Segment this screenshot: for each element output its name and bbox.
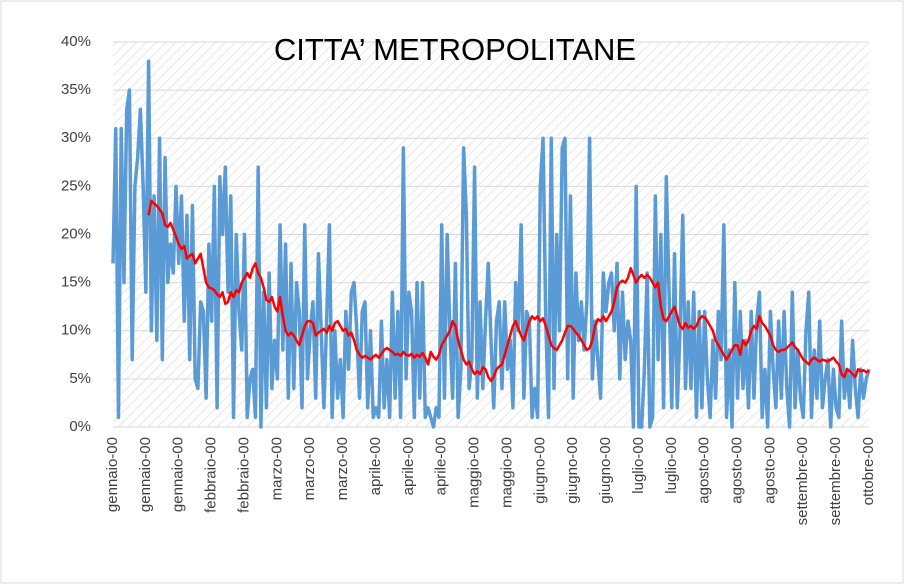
x-tick-label: aprile-00 xyxy=(400,437,417,495)
x-tick-label: giugno-00 xyxy=(564,437,581,504)
x-tick-label: agosto-00 xyxy=(728,437,745,504)
y-tick-label: 40% xyxy=(61,33,91,50)
x-tick-label: marzo-00 xyxy=(334,437,351,500)
x-tick-label: febbraio-00 xyxy=(203,437,220,513)
x-tick-label: gennaio-00 xyxy=(170,437,187,512)
x-tick-label: agosto-00 xyxy=(696,437,713,504)
x-tick-label: giugno-00 xyxy=(597,437,614,504)
x-tick-label: ottobre-00 xyxy=(860,437,877,505)
x-tick-label: settembre-00 xyxy=(794,437,811,525)
data-line xyxy=(147,199,870,383)
x-tick-label: aprile-00 xyxy=(367,437,384,495)
x-tick-label: gennaio-00 xyxy=(137,437,154,512)
x-tick-label: aprile-00 xyxy=(433,437,450,495)
y-tick-label: 25% xyxy=(61,177,91,194)
x-tick-label: luglio-00 xyxy=(663,437,680,494)
y-tick-label: 5% xyxy=(69,370,91,387)
y-tick-label: 30% xyxy=(61,129,91,146)
y-tick-label: 35% xyxy=(61,81,91,98)
y-tick-label: 20% xyxy=(61,225,91,242)
x-tick-label: settembre-00 xyxy=(827,437,844,525)
x-tick-label: giugno-00 xyxy=(531,437,548,504)
y-tick-label: 15% xyxy=(61,274,91,291)
x-tick-label: gennaio-00 xyxy=(104,437,121,512)
x-tick-label: agosto-00 xyxy=(761,437,778,504)
x-tick-label: maggio-00 xyxy=(466,437,483,508)
x-tick-label: marzo-00 xyxy=(268,437,285,500)
data-line xyxy=(111,59,871,429)
chart-title: CITTA’ METROPOLITANE xyxy=(274,32,636,67)
y-tick-label: 0% xyxy=(69,418,91,435)
y-tick-label: 10% xyxy=(61,322,91,339)
x-tick-label: luglio-00 xyxy=(630,437,647,494)
x-tick-label: marzo-00 xyxy=(301,437,318,500)
x-tick-label: maggio-00 xyxy=(498,437,515,508)
x-tick-label: febbraio-00 xyxy=(235,437,252,513)
